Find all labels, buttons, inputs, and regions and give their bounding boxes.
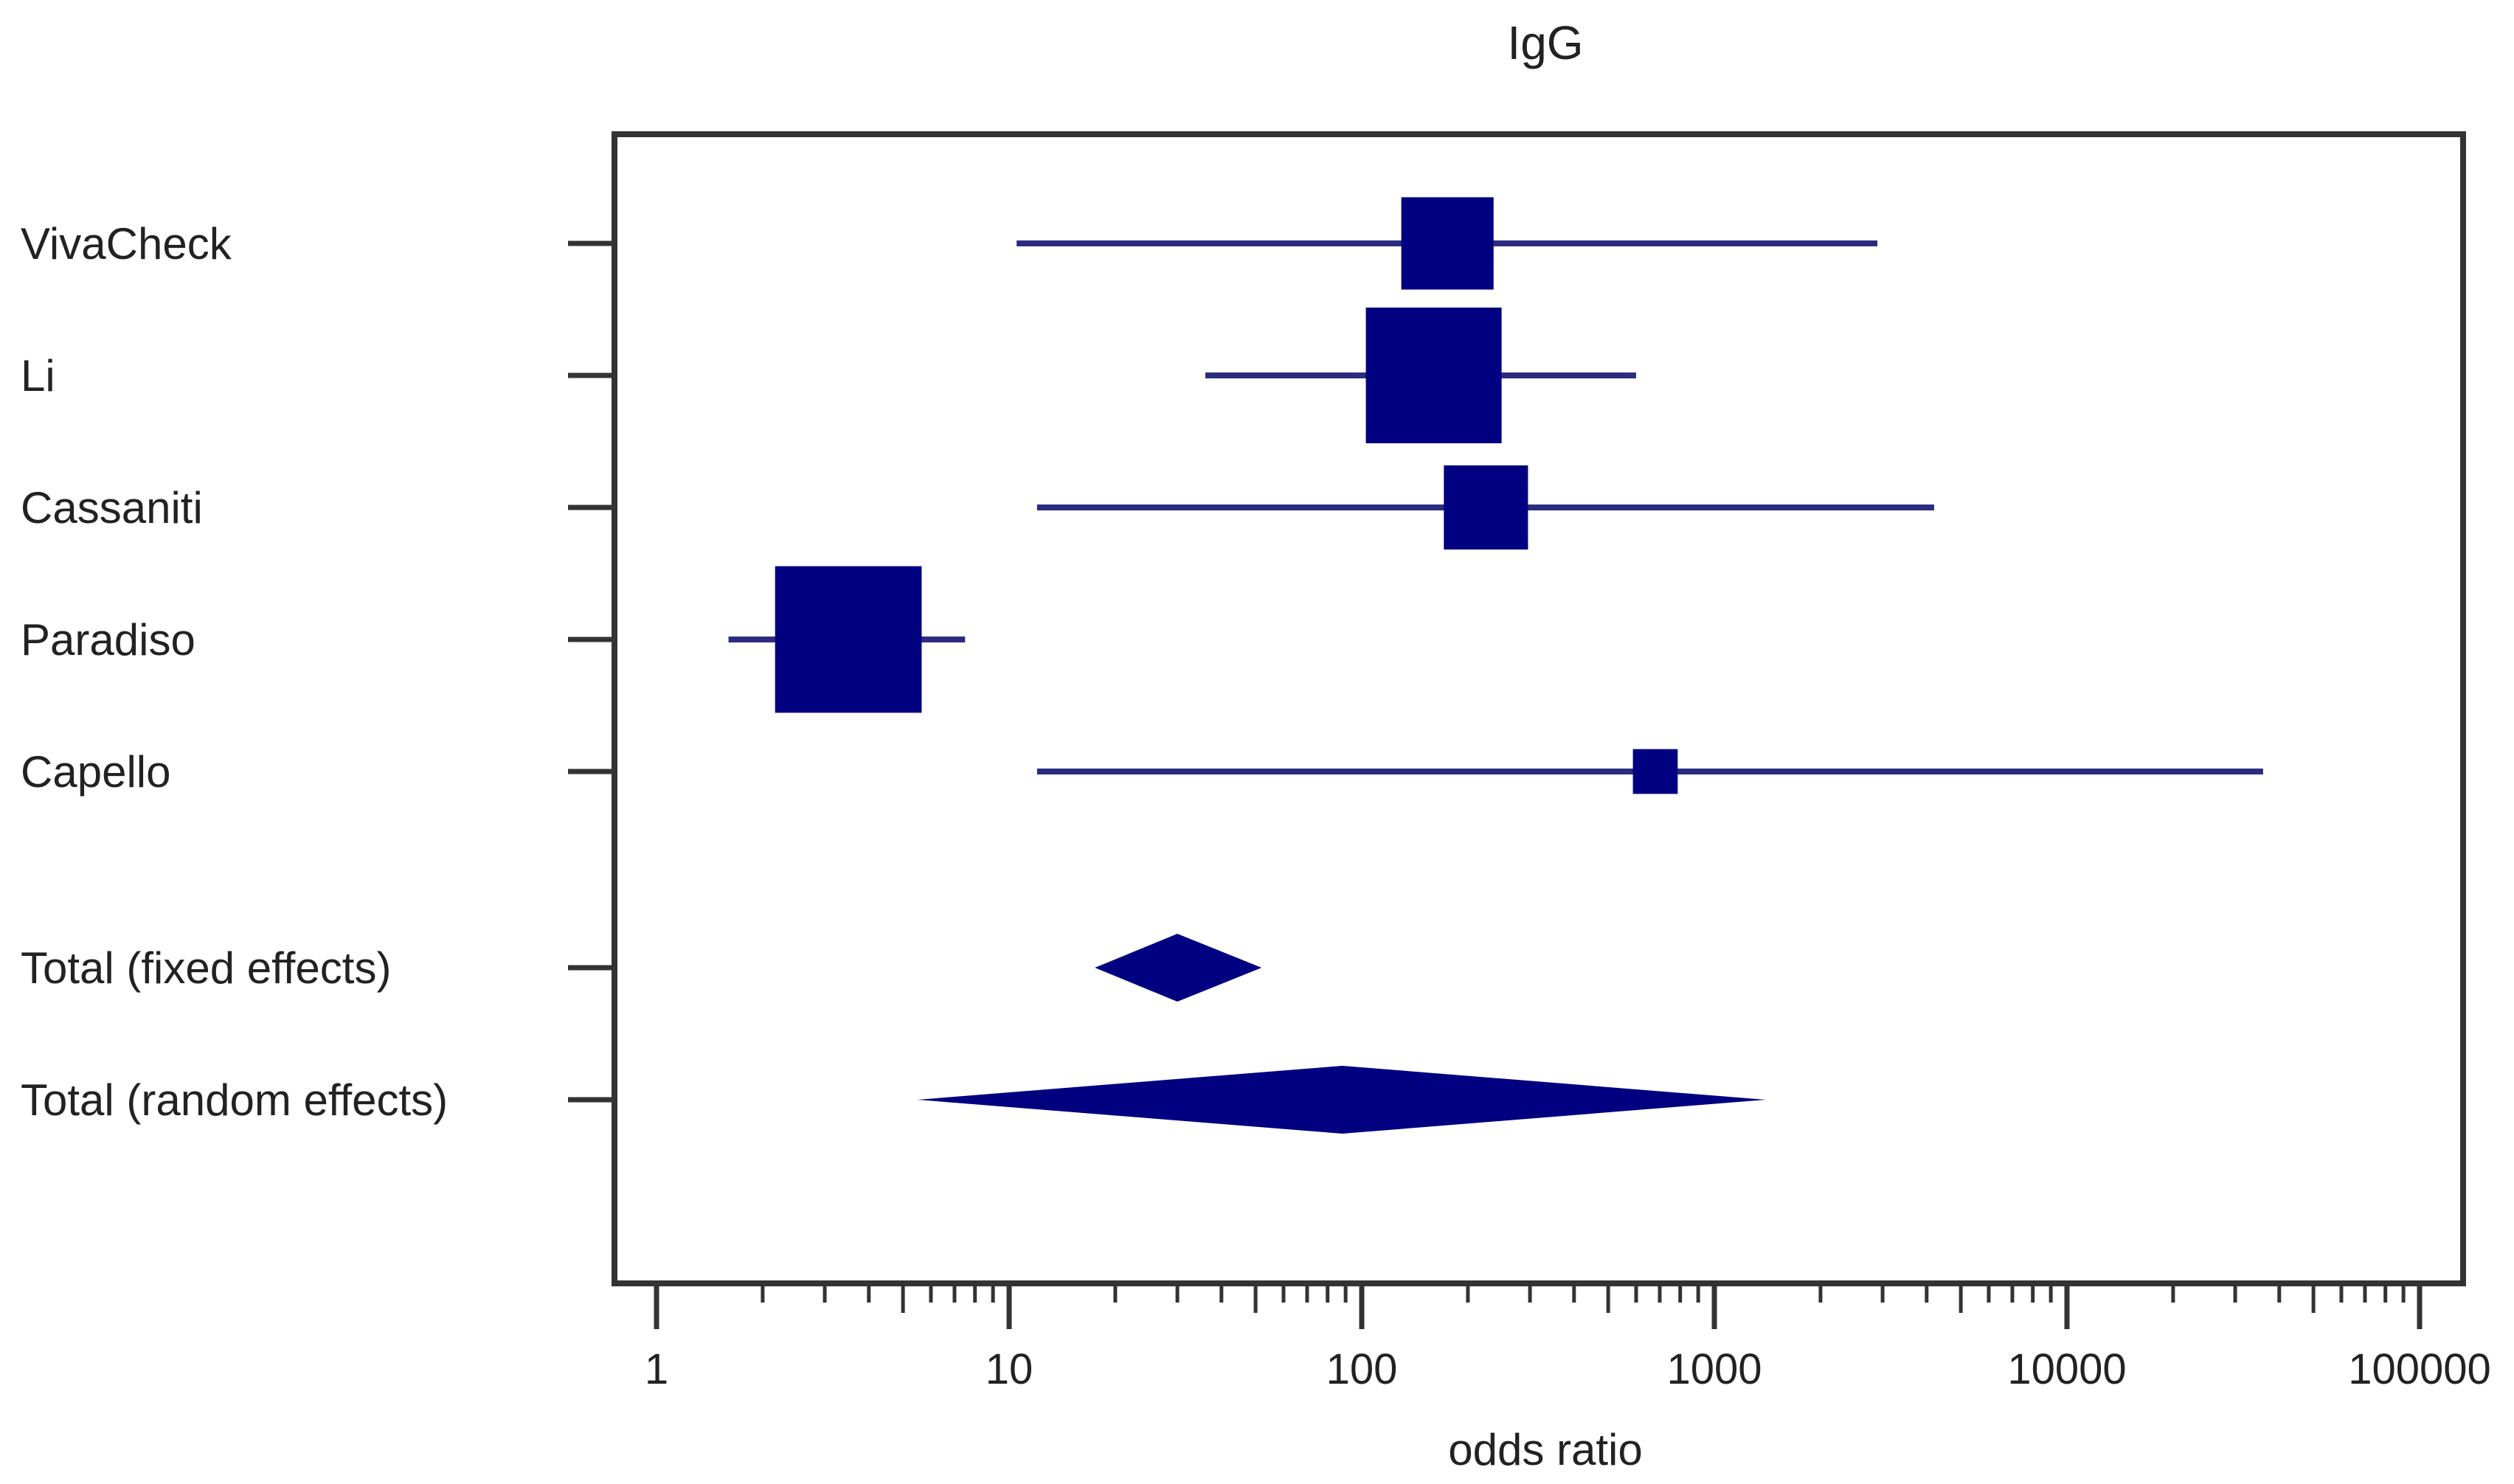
effect-square [775,566,922,713]
x-tick-label: 100000 [2348,1345,2491,1393]
pooled-diamond [917,1066,1766,1134]
effect-square [1365,308,1502,443]
x-tick-label: 1000 [1666,1345,1762,1393]
effect-square [1632,749,1678,794]
effect-square [1401,197,1494,290]
study-label: Cassaniti [21,483,203,533]
study-label: Capello [21,747,170,797]
study-label: Li [21,351,55,401]
x-tick-label: 10 [986,1345,1033,1393]
study-label: Paradiso [21,615,195,665]
x-axis: 1 10 100 1000 10000 100000 [645,1283,2491,1393]
total-label: Total (fixed effects) [21,943,391,993]
x-tick-label: 10000 [2007,1345,2126,1393]
x-axis-label: odds ratio [1448,1425,1643,1474]
x-tick-label: 100 [1326,1345,1398,1393]
study-label: VivaCheck [21,219,232,268]
effect-square [1444,465,1528,550]
plot-marks [728,197,2263,1134]
plot-frame [612,131,2466,1286]
total-label: Total (random effects) [21,1075,448,1125]
pooled-diamond [1095,934,1262,1002]
y-axis: VivaCheck Li Cassaniti Paradiso Capello Total… [21,219,614,1125]
x-tick-label: 1 [645,1345,668,1393]
chart-title: IgG [1507,16,1583,69]
